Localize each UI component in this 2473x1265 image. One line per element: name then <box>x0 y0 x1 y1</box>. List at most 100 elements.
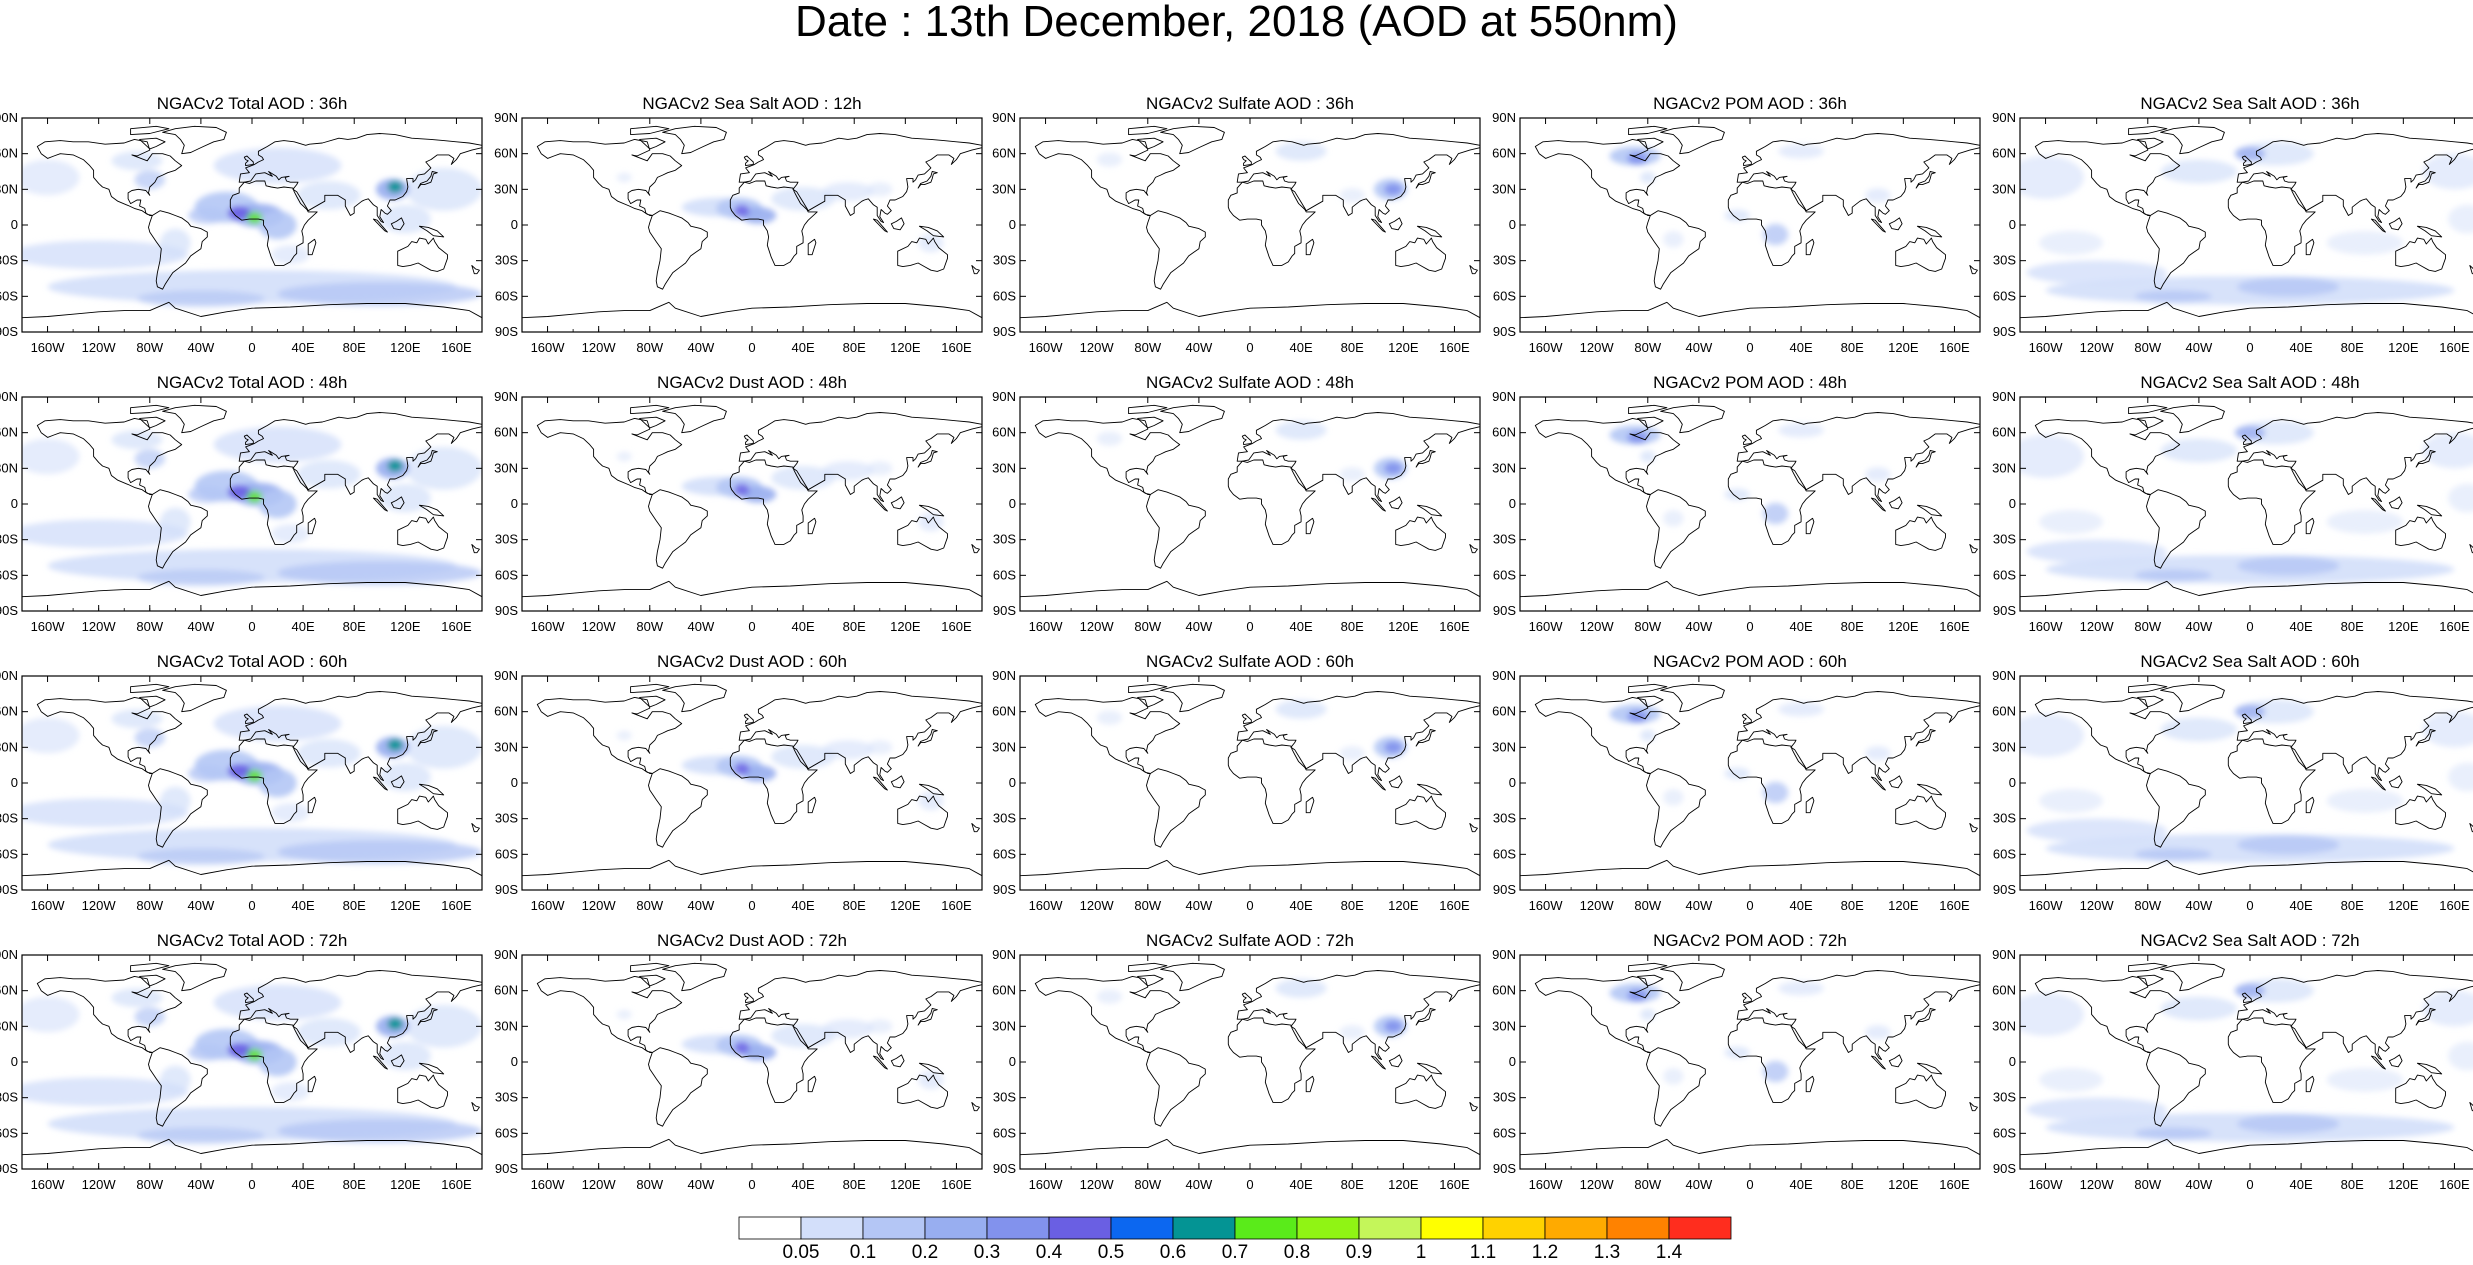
longitude-label: 160E <box>1439 898 1470 913</box>
aod-plume <box>1627 152 1647 164</box>
latitude-label: 90N <box>1992 668 2016 683</box>
aod-plume <box>1384 1020 1402 1032</box>
aod-plume <box>2327 231 2404 255</box>
latitude-label: 60N <box>1992 983 2016 998</box>
aod-plume <box>617 452 632 462</box>
latitude-label: 60N <box>0 146 18 161</box>
longitude-label: 40E <box>792 619 815 634</box>
aod-plume <box>188 486 226 503</box>
longitude-label: 40W <box>1686 898 1713 913</box>
longitude-label: 0 <box>248 1177 255 1192</box>
latitude-label: 0 <box>2009 496 2016 511</box>
latitude-label: 30N <box>0 460 18 475</box>
latitude-label: 30S <box>1493 1090 1516 1105</box>
colorbar-label: 1.3 <box>1594 1242 1620 1260</box>
aod-plume <box>1097 710 1123 724</box>
latitude-label: 30S <box>993 532 1016 547</box>
colorbar-label: 0.6 <box>1160 1242 1186 1260</box>
latitude-label: 60S <box>993 288 1016 303</box>
longitude-label: 0 <box>1246 1177 1253 1192</box>
aod-plume <box>137 569 265 586</box>
longitude-label: 120E <box>390 340 421 355</box>
longitude-label: 80W <box>1634 1177 1661 1192</box>
longitude-label: 120W <box>1080 619 1115 634</box>
latitude-label: 30S <box>1993 253 2016 268</box>
longitude-label: 40E <box>1790 340 1813 355</box>
colorbar-swatch <box>987 1217 1049 1239</box>
longitude-label: 40E <box>292 1177 315 1192</box>
longitude-label: 160W <box>2029 340 2064 355</box>
aod-plume <box>16 718 80 754</box>
longitude-label: 80E <box>1841 340 1864 355</box>
latitude-label: 60S <box>993 846 1016 861</box>
longitude-label: 160W <box>531 898 566 913</box>
latitude-label: 90N <box>494 668 518 683</box>
latitude-label: 30S <box>495 811 518 826</box>
colorbar-swatch <box>1049 1217 1111 1239</box>
longitude-label: 160E <box>441 619 472 634</box>
latitude-label: 90S <box>495 882 518 897</box>
longitude-label: 0 <box>2246 619 2253 634</box>
aod-plume <box>1097 431 1123 445</box>
aod-plume <box>1763 1061 1789 1082</box>
longitude-label: 160E <box>2439 340 2470 355</box>
longitude-label: 80W <box>636 1177 663 1192</box>
aod-plume <box>867 1019 893 1033</box>
panel-title: NGACv2 Total AOD : 72h <box>157 931 348 950</box>
aod-plume <box>160 508 191 537</box>
aod-plume <box>2039 231 2103 255</box>
aod-plume <box>16 997 80 1033</box>
aod-plume <box>258 211 296 240</box>
latitude-label: 0 <box>511 775 518 790</box>
longitude-label: 160E <box>1439 1177 1470 1192</box>
latitude-label: 30N <box>1492 460 1516 475</box>
longitude-label: 120E <box>890 898 921 913</box>
aod-plume <box>2135 290 2212 302</box>
aod-plume <box>405 447 482 490</box>
latitude-label: 90S <box>993 882 1016 897</box>
panel-title: NGACv2 Total AOD : 60h <box>157 652 348 671</box>
longitude-label: 40E <box>1290 1177 1313 1192</box>
longitude-label: 160E <box>441 1177 472 1192</box>
aod-plume <box>867 740 893 754</box>
latitude-label: 0 <box>2009 1054 2016 1069</box>
longitude-label: 40E <box>1290 619 1313 634</box>
aod-plume <box>405 168 482 211</box>
latitude-label: 90S <box>1993 882 2016 897</box>
longitude-label: 40W <box>188 898 215 913</box>
colorbar-label: 1.2 <box>1532 1242 1558 1260</box>
latitude-label: 30S <box>0 1090 18 1105</box>
colorbar-swatch <box>863 1217 925 1239</box>
aod-plume <box>387 460 402 472</box>
latitude-label: 60N <box>494 146 518 161</box>
latitude-label: 60N <box>1492 425 1516 440</box>
latitude-label: 0 <box>1509 496 1516 511</box>
latitude-label: 60N <box>0 704 18 719</box>
aod-field <box>2007 397 2473 611</box>
aod-plume <box>2007 156 2084 199</box>
aod-plume <box>137 848 265 865</box>
latitude-label: 0 <box>11 1054 18 1069</box>
aod-plume <box>16 160 80 196</box>
panel-title: NGACv2 POM AOD : 48h <box>1653 373 1847 392</box>
longitude-label: 40W <box>2186 619 2213 634</box>
latitude-label: 0 <box>1509 775 1516 790</box>
longitude-label: 120E <box>1388 1177 1419 1192</box>
longitude-label: 120W <box>82 619 117 634</box>
latitude-label: 60N <box>992 146 1016 161</box>
aod-plume <box>867 461 893 475</box>
latitude-label: 90S <box>1493 603 1516 618</box>
longitude-label: 120E <box>2388 619 2419 634</box>
aod-field <box>1020 955 1480 1169</box>
aod-plume <box>160 1066 191 1095</box>
aod-field <box>522 676 982 890</box>
aod-plume <box>2161 439 2238 463</box>
aod-field <box>522 118 982 332</box>
latitude-label: 60N <box>992 704 1016 719</box>
longitude-label: 120W <box>582 340 617 355</box>
longitude-label: 80E <box>343 1177 366 1192</box>
latitude-label: 0 <box>511 1054 518 1069</box>
